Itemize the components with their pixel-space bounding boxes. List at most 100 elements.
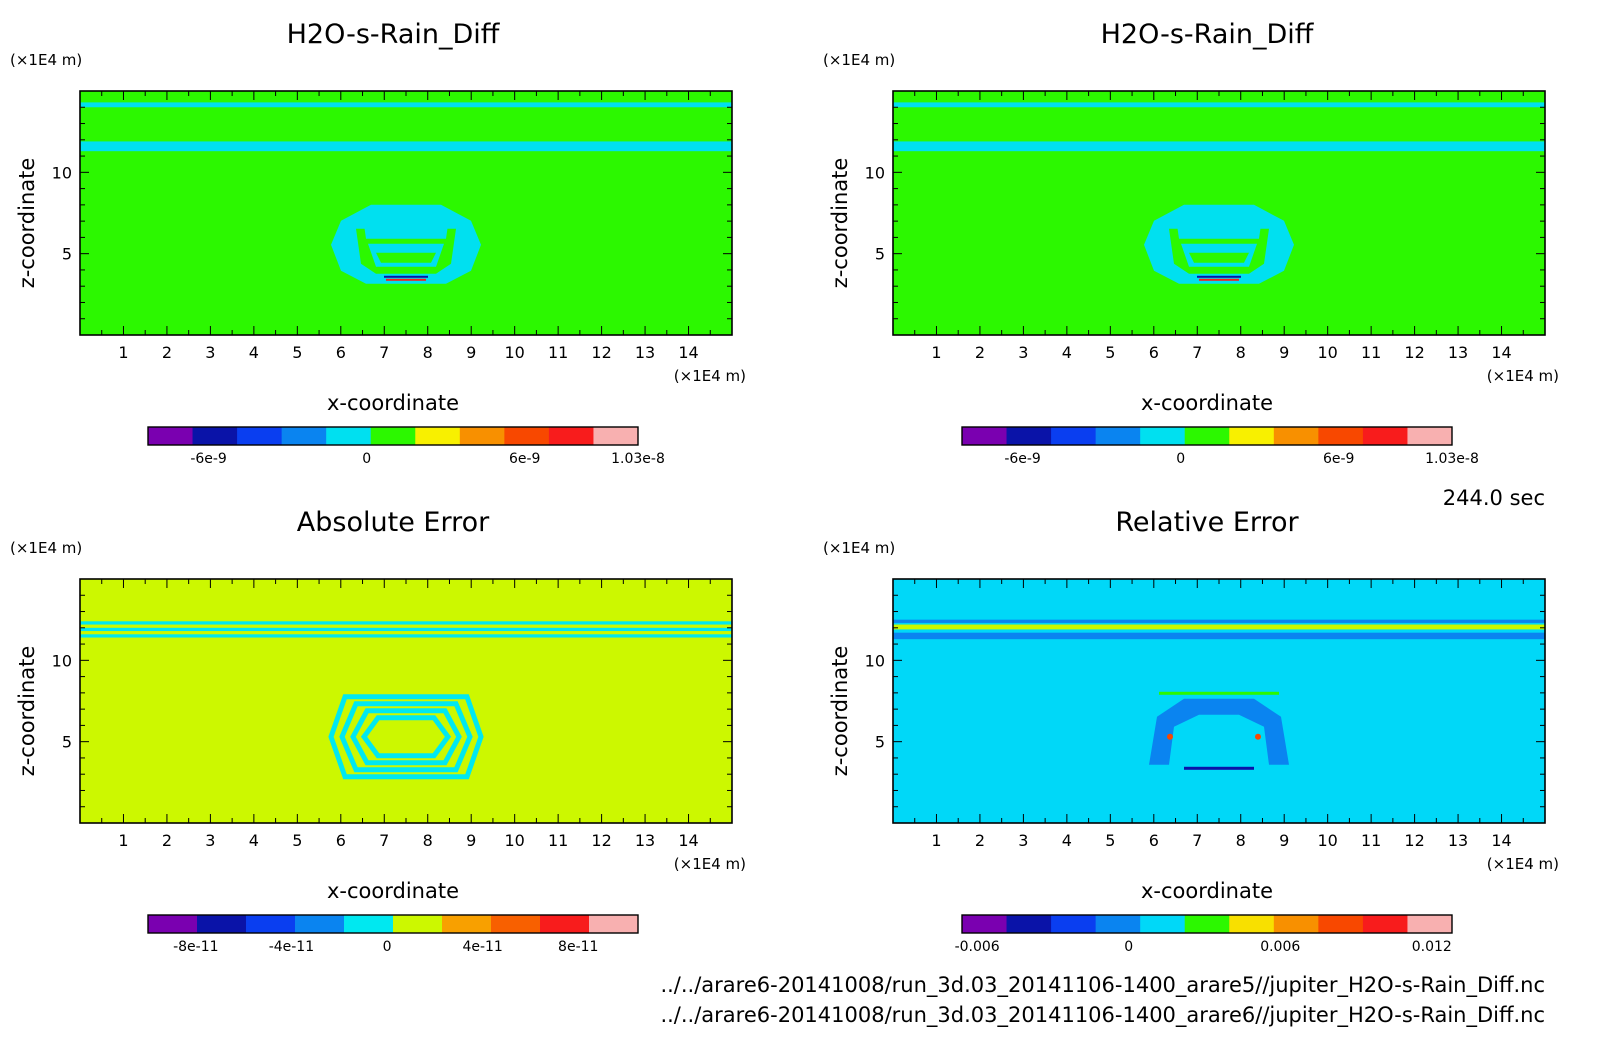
x-tick-label: 9: [466, 343, 476, 362]
x-tick-label: 2: [975, 831, 985, 850]
x-tick-label: 4: [1062, 831, 1072, 850]
colorbar-tick-label: -6e-9: [190, 451, 227, 467]
x-axis-label: x-coordinate: [327, 391, 459, 415]
x-tick-label: 14: [1491, 831, 1511, 850]
x-tick-label: 10: [1317, 831, 1337, 850]
x-tick-label: 2: [975, 343, 985, 362]
contour-band: [893, 141, 1545, 152]
x-tick-label: 3: [205, 831, 215, 850]
rain-bubble-core: [376, 252, 436, 263]
colorbar-swatch: [1051, 427, 1097, 445]
x-tick-label: 7: [1192, 343, 1202, 362]
x-tick-label: 2: [162, 831, 172, 850]
y-unit-label: (×1E4 m): [10, 51, 82, 69]
colorbar-swatch: [1362, 427, 1408, 445]
y-unit-label: (×1E4 m): [823, 51, 895, 69]
y-unit-label: (×1E4 m): [10, 539, 82, 557]
colorbar-swatch: [1184, 915, 1230, 933]
contour-band: [80, 621, 732, 625]
x-tick-label: 4: [249, 343, 259, 362]
plot-title: Absolute Error: [297, 507, 490, 538]
colorbar-swatch: [1095, 427, 1141, 445]
x-tick-label: 6: [336, 343, 346, 362]
colorbar-swatch: [491, 915, 541, 933]
x-tick-label: 3: [1018, 343, 1028, 362]
y-tick-label: 10: [52, 651, 72, 670]
colorbar-swatch: [1407, 427, 1453, 445]
y-unit-label: (×1E4 m): [823, 539, 895, 557]
y-tick-label: 10: [52, 163, 72, 182]
x-tick-label: 6: [1149, 343, 1159, 362]
colorbar-swatch: [192, 427, 238, 445]
colorbar-swatch: [1140, 915, 1186, 933]
contour-band: [893, 632, 1545, 640]
colorbar-swatch: [148, 915, 198, 933]
colorbar-tick-label: 6e-9: [509, 451, 540, 467]
colorbar-swatch: [442, 915, 492, 933]
colorbar-swatch: [593, 427, 639, 445]
colorbar-swatch: [197, 915, 247, 933]
error-hotspot: [1167, 733, 1173, 740]
x-tick-label: 2: [162, 343, 172, 362]
colorbar-swatch: [393, 915, 443, 933]
error-speckle: [1149, 698, 1289, 765]
x-tick-label: 5: [1105, 343, 1115, 362]
colorbar-swatch: [1051, 915, 1097, 933]
contour-band: [80, 627, 732, 632]
x-unit-label: (×1E4 m): [674, 367, 746, 385]
colorbar-swatch: [370, 427, 416, 445]
colorbar-tick-label: 4e-11: [462, 939, 502, 955]
y-tick-label: 5: [62, 245, 72, 264]
colorbar-tick-label: -0.006: [955, 939, 1000, 955]
x-tick-label: 13: [635, 343, 655, 362]
rain-bubble-base: [1197, 275, 1241, 278]
colorbar-swatch: [962, 427, 1008, 445]
panel-3: Absolute Error(×1E4 m)1 2 3 4 5 6 7 8 9 10 11 12 13 1…: [10, 507, 746, 955]
colorbar-swatch: [1095, 915, 1141, 933]
y-tick-label: 5: [875, 245, 885, 264]
error-speckle: [1184, 766, 1254, 770]
x-tick-label: 8: [1236, 831, 1246, 850]
colorbar-swatch: [237, 427, 283, 445]
rain-bubble-base: [1199, 278, 1239, 281]
error-ring: [360, 715, 452, 759]
x-tick-label: 5: [292, 343, 302, 362]
x-axis-label: x-coordinate: [1141, 879, 1273, 903]
colorbar-swatch: [1407, 915, 1453, 933]
colorbar-swatch: [1229, 915, 1275, 933]
colorbar-swatch: [1184, 427, 1230, 445]
error-hotspot: [1255, 733, 1261, 740]
x-tick-label: 14: [1491, 343, 1511, 362]
colorbar-frame: [147, 914, 639, 934]
colorbar-swatch: [344, 915, 394, 933]
y-axis-label: z-coordinate: [828, 646, 852, 777]
y-axis-label: z-coordinate: [15, 646, 39, 777]
rain-bubble-core: [1189, 252, 1249, 263]
contour-band: [80, 634, 732, 638]
contour-band: [80, 141, 732, 152]
rain-bubble-core: [1177, 224, 1261, 239]
colorbar-swatch: [504, 427, 550, 445]
x-tick-label: 6: [336, 831, 346, 850]
colorbar-frame: [961, 914, 1453, 934]
rain-bubble-base: [384, 275, 428, 278]
x-tick-label: 11: [548, 831, 568, 850]
colorbar-tick-label: 0: [383, 939, 392, 955]
x-tick-label: 7: [379, 831, 389, 850]
x-tick-label: 13: [1448, 343, 1468, 362]
x-tick-label: 8: [423, 343, 433, 362]
x-tick-label: 12: [1404, 831, 1424, 850]
colorbar-swatch: [1318, 915, 1364, 933]
x-tick-label: 10: [1317, 343, 1337, 362]
colorbar-frame: [147, 426, 639, 446]
colorbar-swatch: [1273, 427, 1319, 445]
colorbar-swatch: [1006, 915, 1052, 933]
x-tick-label: 3: [1018, 831, 1028, 850]
colorbar-tick-label: 6e-9: [1323, 451, 1354, 467]
file-path-2: ../../arare6-20141008/run_3d.03_20141106…: [660, 1003, 1545, 1028]
panel-2: H2O-s-Rain_Diff(×1E4 m)1 2 3 4 5 6 7 8 9 10 11 12 13…: [823, 19, 1559, 467]
x-tick-label: 8: [1236, 343, 1246, 362]
x-tick-label: 14: [678, 831, 698, 850]
colorbar-swatch: [548, 427, 594, 445]
